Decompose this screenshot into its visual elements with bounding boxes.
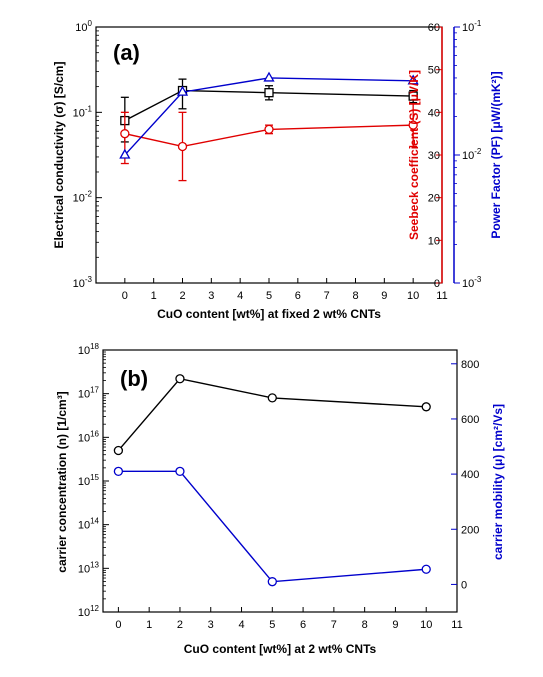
series-line-a-2 xyxy=(124,77,414,156)
x-tick-label-a: 4 xyxy=(237,290,243,302)
plot-frame-b xyxy=(102,349,458,613)
data-point-a-1 xyxy=(264,124,274,135)
y-left-tick-label-b: 1018 xyxy=(78,342,100,357)
y-left-tick-label-b: 1012 xyxy=(78,604,100,619)
mobility-axis-label: carrier mobility (μ) [cm²/Vs] xyxy=(491,404,505,560)
seebeck-tick-label: 60 xyxy=(428,22,440,34)
x-tick-label-a: 0 xyxy=(122,290,128,302)
x-tick-label-b: 8 xyxy=(362,619,368,631)
x-tick-label-a: 8 xyxy=(352,290,358,302)
x-tick-label-b: 10 xyxy=(420,619,432,631)
y-left-tick-label-b: 1014 xyxy=(78,517,100,532)
data-point-a-2 xyxy=(119,148,131,159)
data-point-b-1 xyxy=(175,466,185,476)
power-factor-tick-label: 10-1 xyxy=(462,19,482,34)
mobility-tick-label: 600 xyxy=(461,414,479,426)
y-left-tick-label-b: 1017 xyxy=(78,386,100,401)
mobility-tick-label: 800 xyxy=(461,359,479,371)
y-left-tick-label-b: 1015 xyxy=(78,473,100,488)
seebeck-axis-label: Seebeck coefficient (S) [μV/K] xyxy=(407,70,421,240)
data-point-b-0 xyxy=(113,445,124,456)
x-tick-label-b: 0 xyxy=(115,619,121,631)
data-point-b-1 xyxy=(421,564,431,574)
panel-label-b: (b) xyxy=(120,366,148,391)
x-tick-label-a: 7 xyxy=(324,290,330,302)
data-point-a-1 xyxy=(177,141,188,152)
panel-label-a: (a) xyxy=(113,40,140,65)
mobility-tick-label: 200 xyxy=(461,524,479,536)
x-tick-label-b: 11 xyxy=(451,619,462,631)
seebeck-tick-label: 40 xyxy=(428,107,440,119)
y-left-tick-label-a: 10-2 xyxy=(73,190,93,205)
series-line-a-0 xyxy=(124,89,414,122)
x-axis-ticks-a: 0 1 2 3 4 5 6 7 8 9 10 11 xyxy=(122,278,448,302)
y-left-axis-label-b: carrier concentration (n) [1/cm³] xyxy=(55,391,69,572)
power-factor-tick-label: 10-2 xyxy=(462,147,482,162)
mobility-axis-ticks: 0 200 400 600 800 xyxy=(451,359,479,591)
x-tick-label-b: 4 xyxy=(238,619,244,631)
x-tick-label-a: 9 xyxy=(381,290,387,302)
x-axis-label-b: CuO content [wt%] at 2 wt% CNTs xyxy=(184,642,377,656)
series-group-a xyxy=(119,71,419,182)
panel-a: (a) 0 1 2 3 4 5 6 7 8 9 10 11 10-3 10-2 10-1 100 0 10 20… xyxy=(52,19,503,321)
data-point-b-0 xyxy=(421,402,431,412)
x-tick-label-a: 3 xyxy=(208,290,214,302)
data-point-a-2 xyxy=(176,85,189,96)
x-axis-label-a: CuO content [wt%] at fixed 2 wt% CNTs xyxy=(157,307,381,321)
panel-b: (b) 0 1 2 3 4 5 6 7 8 9 10 11 101210131014101510161… xyxy=(55,342,505,656)
y-left-tick-label-a: 10-3 xyxy=(73,275,93,290)
y-left-axis-label-a: Electrical conductivity (σ) [S/cm] xyxy=(52,62,66,249)
y-left-tick-label-a: 10-1 xyxy=(73,104,93,119)
seebeck-tick-label: 30 xyxy=(428,150,440,162)
series-line-b-0 xyxy=(117,377,427,451)
data-point-b-0 xyxy=(267,393,277,403)
data-point-a-1 xyxy=(120,129,130,139)
data-point-a-2 xyxy=(263,71,275,82)
seebeck-tick-label: 10 xyxy=(428,235,440,247)
series-line-b-1 xyxy=(118,470,427,583)
power-factor-axis-label: Power Factor (PF) [μW/(mK²)] xyxy=(489,71,503,238)
y-left-axis-ticks-a: 10-3 10-2 10-1 100 xyxy=(73,19,102,290)
x-tick-label-a: 6 xyxy=(295,290,301,302)
mobility-tick-label: 0 xyxy=(461,579,467,591)
data-point-a-2 xyxy=(407,74,419,85)
data-point-a-0 xyxy=(408,91,418,101)
plot-frame-a xyxy=(95,26,443,284)
mobility-tick-label: 400 xyxy=(461,469,479,481)
x-tick-label-b: 2 xyxy=(177,619,183,631)
x-tick-label-a: 11 xyxy=(436,290,447,302)
x-tick-label-b: 7 xyxy=(331,619,337,631)
x-tick-label-b: 5 xyxy=(269,619,275,631)
data-point-a-0 xyxy=(264,88,274,98)
data-point-b-1 xyxy=(267,577,277,587)
series-line-a-1 xyxy=(124,124,414,148)
x-tick-label-a: 1 xyxy=(151,290,157,302)
seebeck-tick-label: 20 xyxy=(428,193,440,205)
series-group-b xyxy=(113,374,431,587)
data-point-a-1 xyxy=(408,120,418,130)
x-tick-label-a: 5 xyxy=(266,290,272,302)
x-axis-ticks-b: 0 1 2 3 4 5 6 7 8 9 10 11 xyxy=(115,607,463,631)
seebeck-tick-label: 50 xyxy=(428,65,440,77)
x-tick-label-a: 2 xyxy=(179,290,185,302)
x-tick-label-b: 1 xyxy=(146,619,152,631)
data-point-b-1 xyxy=(113,466,124,476)
power-factor-tick-label: 10-3 xyxy=(462,275,482,290)
seebeck-tick-label: 0 xyxy=(434,278,440,290)
data-point-b-0 xyxy=(175,374,185,384)
y-left-tick-label-a: 100 xyxy=(75,19,92,34)
seebeck-axis-ticks: 0 10 20 30 40 50 60 xyxy=(428,22,442,290)
y-left-axis-ticks-b: 1012 1013 1014 1015 1016 1017 1018 xyxy=(78,342,109,619)
x-tick-label-a: 10 xyxy=(407,290,419,302)
x-tick-label-b: 6 xyxy=(300,619,306,631)
y-left-tick-label-b: 1016 xyxy=(78,429,100,444)
x-tick-label-b: 3 xyxy=(208,619,214,631)
x-tick-label-b: 9 xyxy=(392,619,398,631)
y-left-tick-label-b: 1013 xyxy=(78,560,100,575)
power-factor-axis-ticks: 10-3 10-2 10-1 xyxy=(454,19,482,290)
